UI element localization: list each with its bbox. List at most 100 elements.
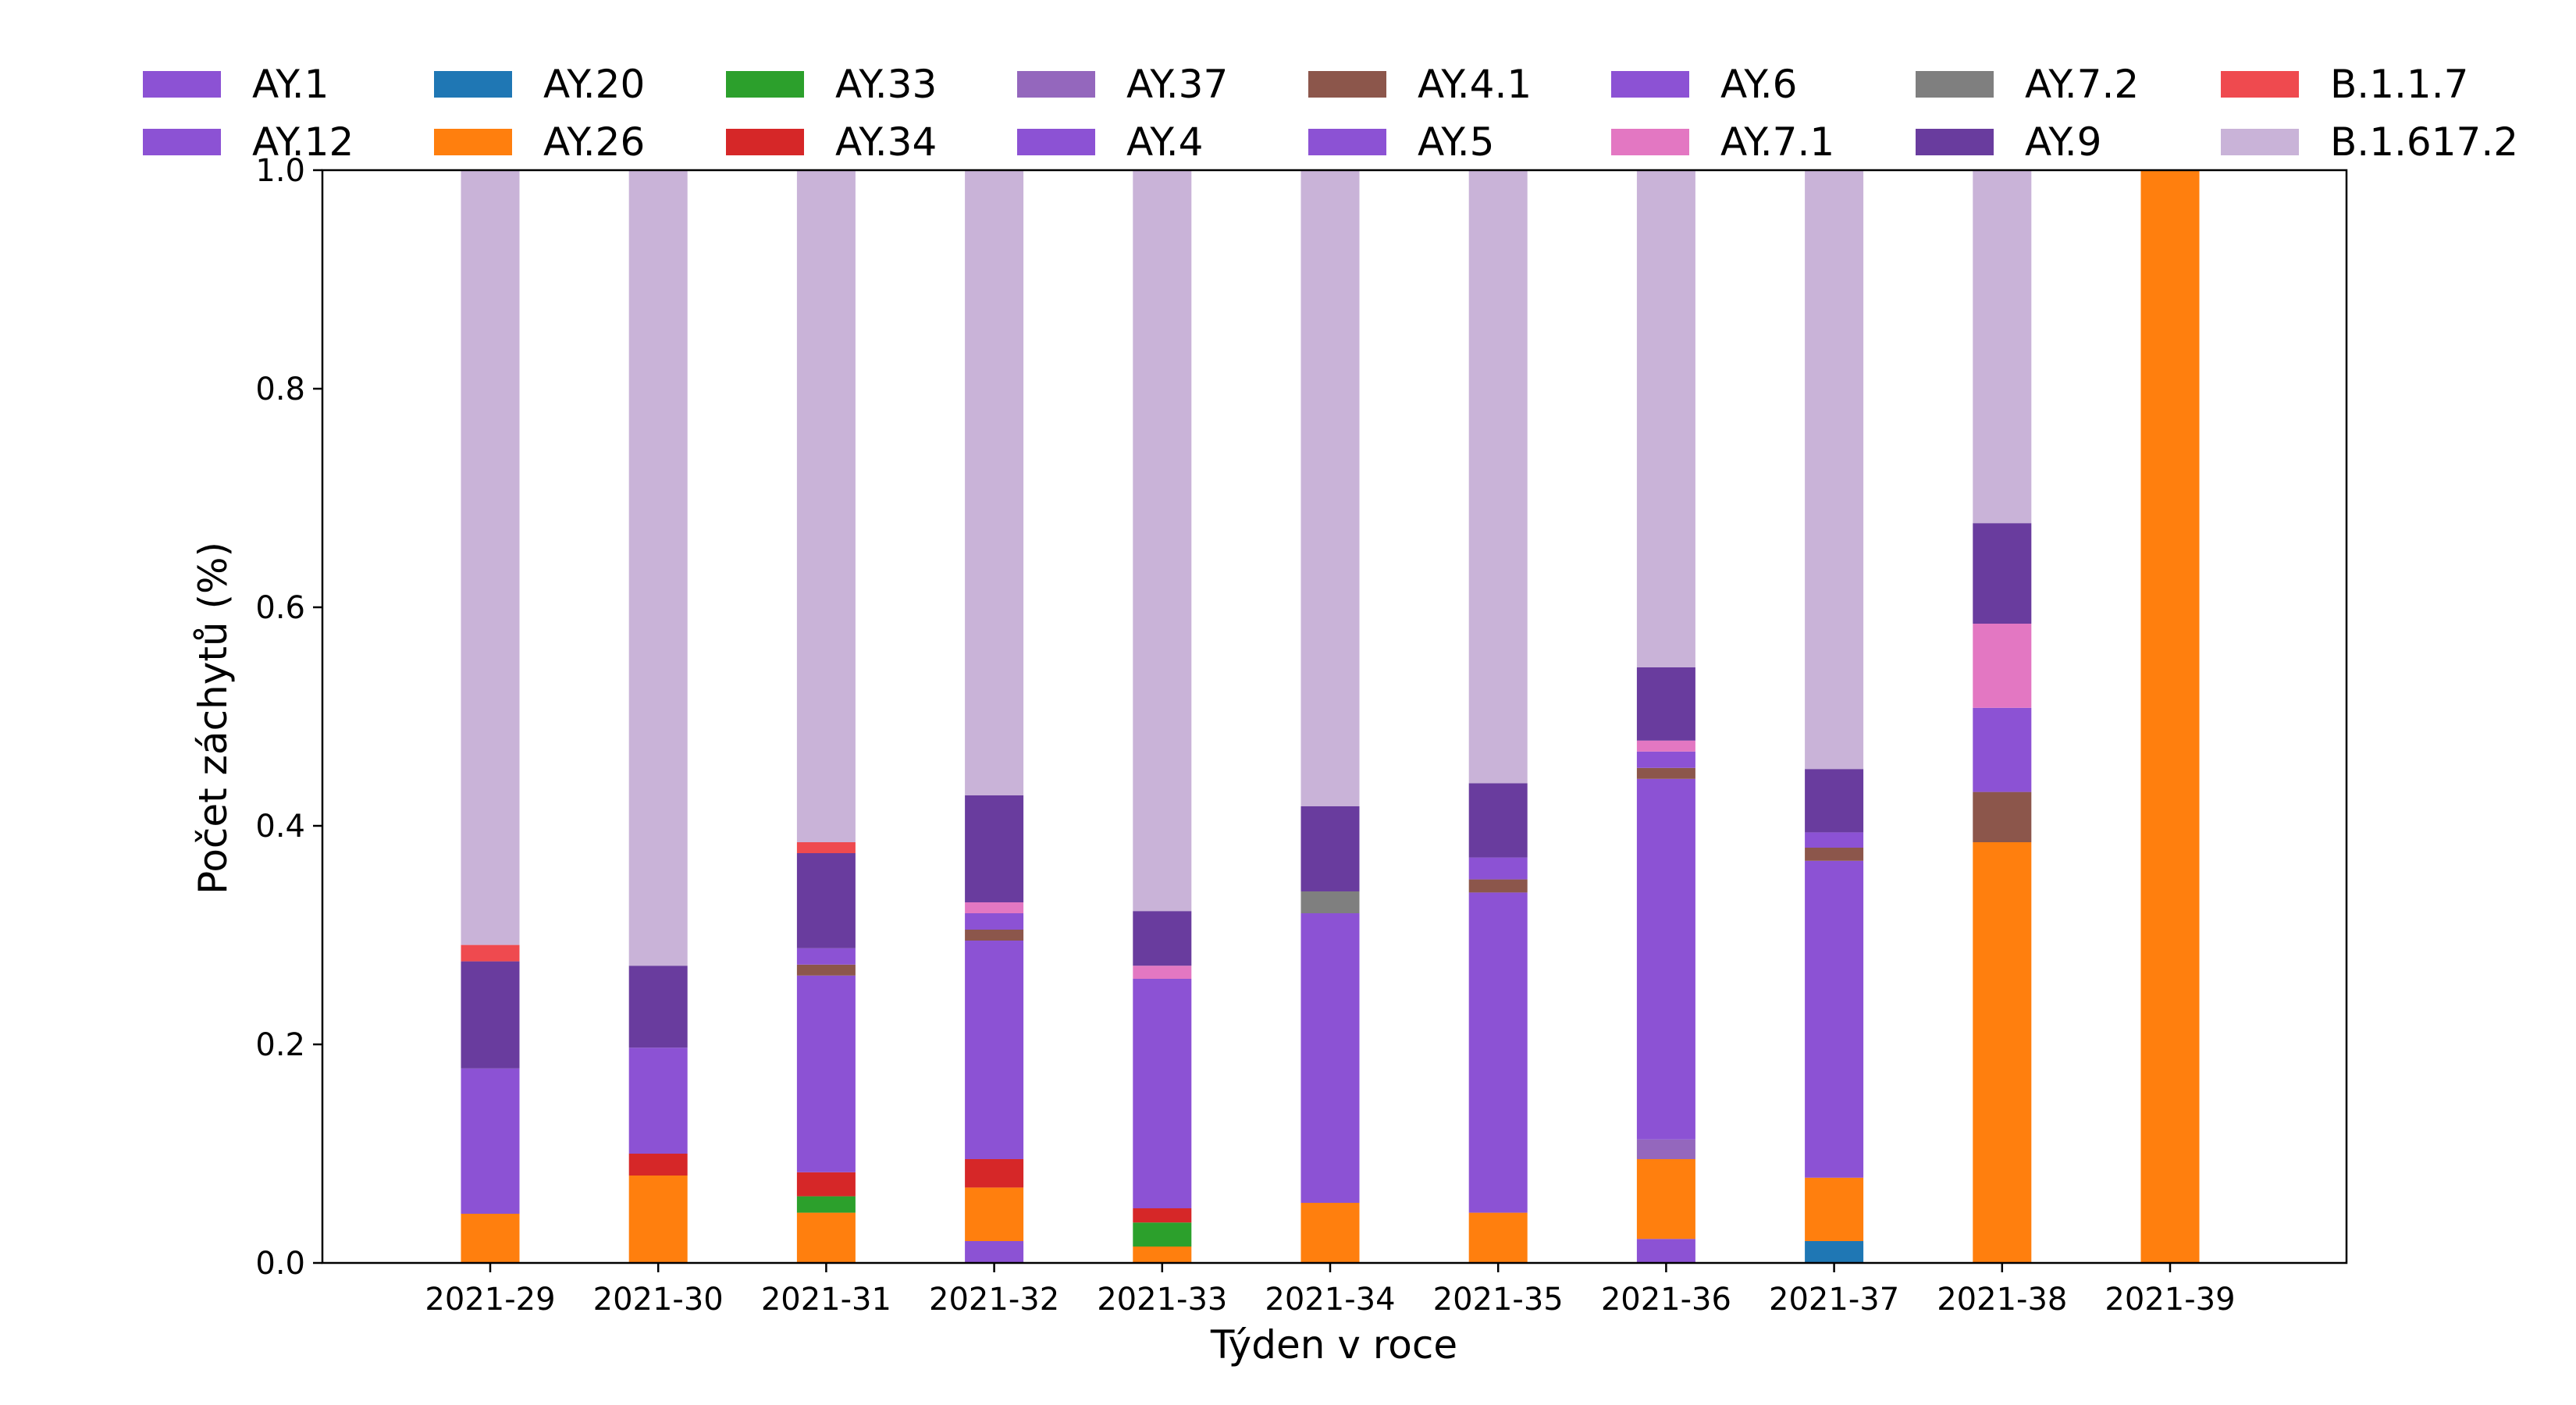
legend-swatch-AY.12 <box>143 129 221 155</box>
legend-swatch-AY.9 <box>1916 129 1994 155</box>
x-tick-label: 2021-33 <box>1097 1282 1227 1318</box>
bar-segment-AY.26-2021-38 <box>1973 842 2032 1263</box>
plot-frame <box>321 169 2348 1264</box>
legend-label-AY.12: AY.12 <box>252 119 354 165</box>
bar-segment-B.1.617.2-2021-29 <box>461 170 520 945</box>
bar-segment-AY.9-2021-36 <box>1636 667 1695 741</box>
bar-segment-AY.4-2021-36 <box>1636 751 1695 768</box>
legend-label-AY.7.1: AY.7.1 <box>1720 119 1834 165</box>
bar-segment-AY.26-2021-30 <box>628 1176 688 1263</box>
bar-segment-AY.34-2021-30 <box>628 1154 688 1176</box>
bar-segment-AY.9-2021-30 <box>628 966 688 1048</box>
bar-segment-AY.9-2021-35 <box>1468 783 1528 858</box>
x-tick-label: 2021-38 <box>1937 1282 2067 1318</box>
legend: AY.1 AY.12 AY.20 AY.26 AY.33 AY.34 AY.37 AY.4 AY… <box>143 62 2518 165</box>
bar-segment-AY.26-2021-32 <box>965 1187 1024 1241</box>
bar-segment-B.1.617.2-2021-36 <box>1636 170 1695 667</box>
bar-segment-AY.34-2021-32 <box>965 1159 1024 1188</box>
bar-segment-AY.33-2021-31 <box>796 1196 856 1213</box>
bar-segment-AY.9-2021-33 <box>1133 911 1192 966</box>
bar-segment-B.1.1.7-2021-29 <box>461 944 520 962</box>
legend-label-B.1.1.7: B.1.1.7 <box>2330 62 2468 107</box>
bar-segment-AY.12-2021-32 <box>965 941 1024 1159</box>
bar-segment-AY.4.1-2021-35 <box>1468 879 1528 893</box>
bar-segment-AY.4.1-2021-37 <box>1805 848 1864 861</box>
x-tick-label: 2021-39 <box>2105 1282 2235 1318</box>
bar-segment-AY.7.1-2021-32 <box>965 902 1024 913</box>
legend-swatch-AY.26 <box>434 129 512 155</box>
bar-segment-AY.37-2021-36 <box>1636 1139 1695 1159</box>
x-tick-label: 2021-31 <box>761 1282 891 1318</box>
y-tick-label: 0.0 <box>255 1246 305 1282</box>
bar-segment-B.1.617.2-2021-30 <box>628 170 688 966</box>
x-tick-label: 2021-30 <box>593 1282 724 1318</box>
bar-segment-AY.1-2021-36 <box>1636 1239 1695 1263</box>
axes: 0.0 0.2 0.4 0.6 0.8 1.0 2021-29 2021-30 2021-31 2… <box>255 153 2348 1318</box>
bar-segment-AY.9-2021-34 <box>1300 806 1360 891</box>
bar-segment-AY.26-2021-31 <box>796 1212 856 1263</box>
y-tick-label: 0.8 <box>255 372 305 407</box>
legend-label-AY.5: AY.5 <box>1418 119 1494 165</box>
bar-segment-AY.4-2021-37 <box>1805 832 1864 848</box>
legend-swatch-AY.6 <box>1611 71 1689 98</box>
y-tick-label: 0.4 <box>255 809 305 845</box>
bar-segment-AY.26-2021-34 <box>1300 1203 1360 1263</box>
bar-segment-B.1.1.7-2021-31 <box>796 842 856 853</box>
bar-segment-AY.26-2021-29 <box>461 1214 520 1263</box>
bar-segment-AY.4-2021-32 <box>965 913 1024 930</box>
legend-label-B.1.617.2: B.1.617.2 <box>2330 119 2518 165</box>
legend-swatch-AY.4 <box>1017 129 1095 155</box>
bar-segment-AY.26-2021-39 <box>2140 170 2200 1263</box>
y-tick-label: 1.0 <box>255 153 305 189</box>
bar-segment-B.1.617.2-2021-37 <box>1805 170 1864 770</box>
y-tick-label: 0.2 <box>255 1027 305 1063</box>
bar-segment-AY.4-2021-35 <box>1468 857 1528 880</box>
bar-segment-AY.1-2021-32 <box>965 1241 1024 1263</box>
bar-segment-B.1.617.2-2021-38 <box>1973 170 2032 524</box>
legend-swatch-AY.7.2 <box>1916 71 1994 98</box>
bar-segment-AY.4.1-2021-38 <box>1973 791 2032 842</box>
bar-segment-AY.4-2021-31 <box>796 948 856 965</box>
x-tick-label: 2021-37 <box>1769 1282 1899 1318</box>
bar-segment-B.1.617.2-2021-34 <box>1300 170 1360 806</box>
legend-swatch-AY.5 <box>1308 129 1386 155</box>
legend-label-AY.20: AY.20 <box>543 62 645 107</box>
bar-segment-AY.4.1-2021-31 <box>796 964 856 976</box>
legend-swatch-AY.33 <box>726 71 804 98</box>
bar-segment-AY.12-2021-34 <box>1300 913 1360 1203</box>
bar-segment-AY.12-2021-33 <box>1133 979 1192 1208</box>
bar-segment-AY.26-2021-35 <box>1468 1212 1528 1263</box>
bar-segment-AY.20-2021-37 <box>1805 1241 1864 1263</box>
legend-label-AY.4.1: AY.4.1 <box>1418 62 1532 107</box>
bar-segment-AY.34-2021-33 <box>1133 1208 1192 1223</box>
legend-swatch-AY.4.1 <box>1308 71 1386 98</box>
bar-segment-AY.7.1-2021-38 <box>1973 624 2032 708</box>
legend-swatch-AY.34 <box>726 129 804 155</box>
legend-label-AY.1: AY.1 <box>252 62 329 107</box>
bar-segment-AY.12-2021-36 <box>1636 778 1695 1140</box>
x-tick-label: 2021-36 <box>1601 1282 1731 1318</box>
bar-segment-B.1.617.2-2021-32 <box>965 170 1024 795</box>
bar-segment-AY.9-2021-32 <box>965 795 1024 902</box>
x-tick-label: 2021-35 <box>1433 1282 1564 1318</box>
bar-segment-AY.4-2021-38 <box>1973 707 2032 792</box>
bar-segment-AY.4.1-2021-32 <box>965 930 1024 941</box>
bar-segment-AY.33-2021-33 <box>1133 1222 1192 1247</box>
bar-segment-B.1.617.2-2021-35 <box>1468 170 1528 784</box>
bar-segment-AY.7.1-2021-36 <box>1636 740 1695 752</box>
bar-segment-AY.7.1-2021-33 <box>1133 966 1192 979</box>
legend-label-AY.6: AY.6 <box>1720 62 1797 107</box>
legend-label-AY.4: AY.4 <box>1126 119 1203 165</box>
legend-swatch-AY.20 <box>434 71 512 98</box>
bar-segment-B.1.617.2-2021-31 <box>796 170 856 842</box>
legend-swatch-AY.7.1 <box>1611 129 1689 155</box>
legend-swatch-AY.1 <box>143 71 221 98</box>
bar-segment-AY.9-2021-29 <box>461 961 520 1069</box>
bar-segment-AY.26-2021-36 <box>1636 1159 1695 1240</box>
y-tick-label: 0.6 <box>255 590 305 626</box>
bar-segment-B.1.617.2-2021-33 <box>1133 170 1192 912</box>
legend-label-AY.33: AY.33 <box>835 62 937 107</box>
legend-label-AY.37: AY.37 <box>1126 62 1228 107</box>
bar-segment-AY.9-2021-38 <box>1973 523 2032 624</box>
